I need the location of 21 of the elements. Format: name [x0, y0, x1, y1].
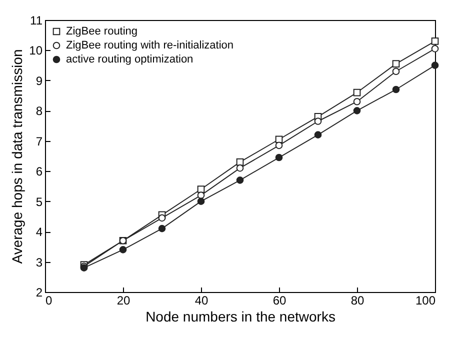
legend-label: ZigBee routing [66, 26, 138, 38]
y-tick-label: 9 [36, 74, 43, 88]
y-tick-label: 4 [36, 225, 43, 240]
y-tick-label: 3 [36, 255, 43, 270]
y-tick-label: 7 [36, 134, 43, 148]
y-tick-label: 11 [30, 14, 43, 28]
x-tick-label: 100 [415, 294, 436, 308]
y-tick-label: 6 [36, 164, 43, 179]
x-tick-label: 80 [350, 294, 364, 308]
y-axis-title: Average hops in data transmission [9, 49, 26, 264]
x-tick-label: 60 [272, 294, 286, 308]
y-tick-label: 8 [36, 104, 43, 118]
legend-label: ZigBee routing with re-initialization [66, 40, 234, 52]
x-axis-title: Node numbers in the networks [146, 308, 336, 324]
y-tick-label: 2 [36, 286, 43, 300]
y-tick-label: 10 [29, 44, 43, 58]
x-tick-label: 0 [46, 294, 52, 308]
x-tick-label: 20 [116, 294, 130, 308]
x-tick-label: 40 [194, 294, 208, 308]
legend-label: active routing optimization [66, 54, 194, 66]
y-tick-label: 5 [36, 194, 43, 209]
